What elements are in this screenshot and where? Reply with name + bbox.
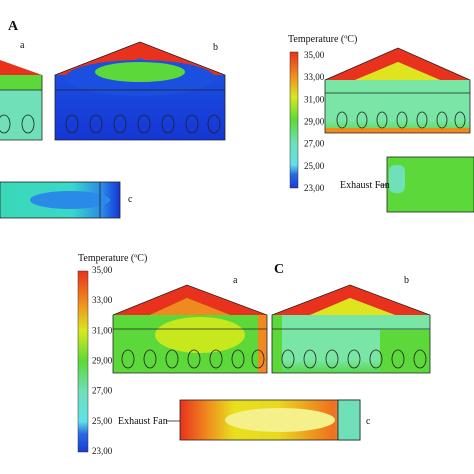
tick-label: 27,00 (92, 386, 113, 396)
colorbar (77, 270, 89, 453)
tick-label: 23,00 (92, 446, 113, 456)
panel-label: C (274, 262, 284, 277)
tick-label: 29,00 (92, 356, 113, 366)
tick-label: 33,00 (92, 295, 113, 305)
view-label: b (404, 275, 409, 286)
fans (336, 111, 466, 129)
exhaust-label: Exhaust Fan (118, 416, 168, 427)
tick-label: 25,00 (92, 416, 113, 426)
contour (310, 298, 395, 315)
roof (0, 60, 42, 75)
view-label: c (128, 194, 133, 205)
contour (258, 315, 267, 373)
panel-label: A (8, 19, 19, 34)
tick-label: 35,00 (92, 265, 113, 275)
panel-top: A a b c (0, 19, 226, 219)
contour (225, 408, 335, 432)
roof (325, 48, 470, 80)
roof (272, 285, 430, 315)
legend-title: Temperature (ºC) (288, 34, 357, 45)
contour (155, 317, 245, 353)
outline (324, 47, 471, 134)
view-label: a (233, 275, 238, 286)
outline (54, 41, 226, 141)
tick-label: 31,00 (304, 94, 325, 104)
panel-top-right: Exhaust Fan (324, 47, 474, 213)
view-label: a (20, 40, 25, 51)
outline (0, 181, 121, 219)
contour (95, 62, 185, 82)
tick-label: 25,00 (304, 161, 325, 171)
fan (0, 114, 11, 134)
fans (121, 349, 265, 369)
view-label: b (213, 42, 218, 53)
contour (325, 128, 470, 133)
outline (112, 284, 268, 374)
colorbar (289, 51, 299, 189)
tick-label: 33,00 (304, 72, 325, 82)
legend-top: Temperature (ºC) 35,00 33,00 31,00 29,00 27,… (288, 34, 357, 193)
legend-bottom: Temperature (ºC) 35,00 33,00 31,00 29,00 27,… (77, 253, 147, 456)
tick-label: 27,00 (304, 139, 325, 149)
contour (355, 62, 440, 80)
fan (21, 114, 35, 134)
tick-label: 35,00 (304, 50, 325, 60)
fans (65, 114, 221, 134)
outline (271, 284, 431, 374)
contour (150, 298, 230, 315)
roof (113, 285, 267, 315)
contour (337, 399, 361, 441)
contour (272, 315, 282, 373)
tick-label: 29,00 (304, 117, 325, 127)
contour (30, 191, 110, 209)
outline (0, 75, 43, 141)
exhaust-label: Exhaust Fan (340, 180, 390, 191)
panel-bottom: C a b c Exhaust Fan (112, 262, 431, 441)
tick-label: 31,00 (92, 325, 113, 335)
contour (389, 165, 405, 193)
tick-label: 23,00 (304, 183, 325, 193)
fans (281, 349, 427, 369)
contour (380, 330, 430, 373)
legend-title: Temperature (ºC) (78, 253, 147, 264)
view-label: c (366, 416, 371, 427)
